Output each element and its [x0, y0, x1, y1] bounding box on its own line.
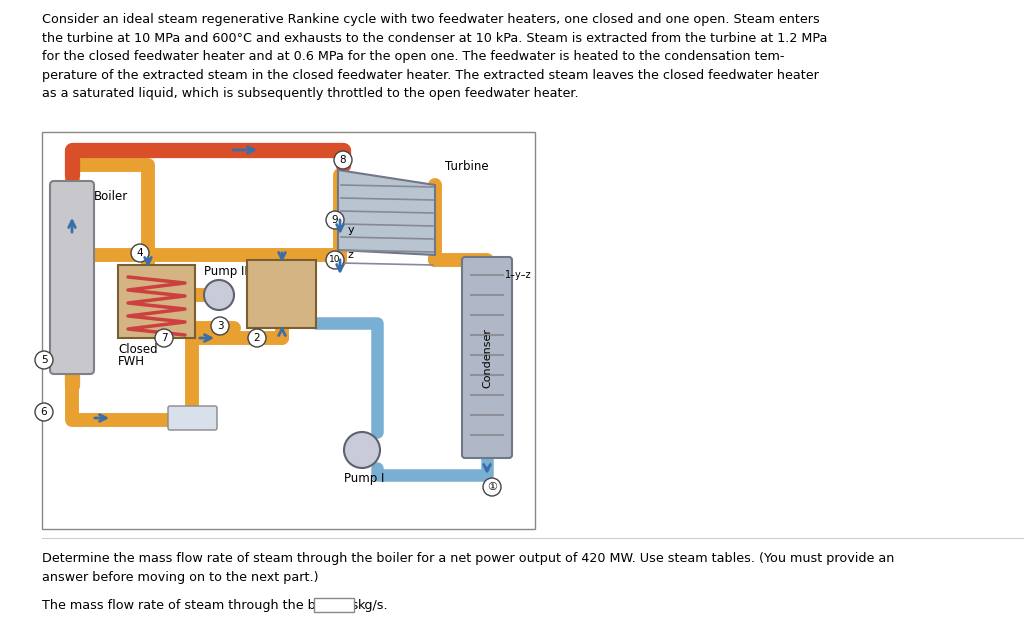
Text: 2: 2: [254, 333, 260, 343]
Text: perature of the extracted steam in the closed feedwater heater. The extracted st: perature of the extracted steam in the c…: [42, 69, 819, 81]
Circle shape: [483, 478, 501, 496]
Text: Consider an ideal steam regenerative Rankine cycle with two feedwater heaters, o: Consider an ideal steam regenerative Ran…: [42, 13, 820, 26]
Text: 10: 10: [330, 256, 341, 264]
Circle shape: [35, 351, 53, 369]
Text: y: y: [348, 225, 354, 235]
Text: kg/s.: kg/s.: [358, 599, 388, 612]
Circle shape: [204, 280, 234, 310]
FancyBboxPatch shape: [462, 257, 512, 458]
Text: FWH: FWH: [118, 355, 145, 368]
Text: Turbine: Turbine: [445, 160, 488, 173]
Text: as a saturated liquid, which is subsequently throttled to the open feedwater hea: as a saturated liquid, which is subseque…: [42, 87, 579, 100]
Circle shape: [326, 251, 344, 269]
Circle shape: [35, 403, 53, 421]
Text: 8: 8: [340, 155, 346, 165]
Text: Open: Open: [252, 285, 284, 298]
Text: Closed: Closed: [118, 343, 158, 356]
Text: 4: 4: [136, 248, 143, 258]
Text: 3: 3: [217, 321, 223, 331]
Text: ①: ①: [487, 482, 497, 492]
Text: 5: 5: [41, 355, 47, 365]
FancyBboxPatch shape: [314, 598, 354, 612]
FancyBboxPatch shape: [247, 260, 316, 328]
Circle shape: [248, 329, 266, 347]
Text: 1–y–z: 1–y–z: [505, 270, 531, 280]
Circle shape: [334, 151, 352, 169]
Text: the turbine at 10 MPa and 600°C and exhausts to the condenser at 10 kPa. Steam i: the turbine at 10 MPa and 600°C and exha…: [42, 32, 827, 45]
Text: z: z: [348, 250, 354, 260]
Circle shape: [326, 211, 344, 229]
Text: for the closed feedwater heater and at 0.6 MPa for the open one. The feedwater i: for the closed feedwater heater and at 0…: [42, 50, 784, 63]
FancyBboxPatch shape: [50, 181, 94, 374]
Text: Pump I: Pump I: [344, 472, 384, 485]
Text: Boiler: Boiler: [94, 190, 128, 203]
Text: answer before moving on to the next part.): answer before moving on to the next part…: [42, 570, 318, 584]
FancyBboxPatch shape: [118, 265, 195, 338]
FancyBboxPatch shape: [168, 406, 217, 430]
Polygon shape: [338, 170, 435, 255]
FancyBboxPatch shape: [42, 132, 535, 529]
Text: FWH: FWH: [252, 296, 279, 309]
Circle shape: [344, 432, 380, 468]
Circle shape: [155, 329, 173, 347]
Circle shape: [131, 244, 150, 262]
Text: 7: 7: [161, 333, 167, 343]
Text: Pump II: Pump II: [204, 265, 248, 278]
Circle shape: [211, 317, 229, 335]
Text: 6: 6: [41, 407, 47, 417]
Text: Determine the mass flow rate of steam through the boiler for a net power output : Determine the mass flow rate of steam th…: [42, 552, 894, 565]
Text: 9: 9: [332, 215, 338, 225]
Text: The mass flow rate of steam through the boiler is: The mass flow rate of steam through the …: [42, 599, 358, 612]
Text: Condenser: Condenser: [482, 327, 492, 387]
